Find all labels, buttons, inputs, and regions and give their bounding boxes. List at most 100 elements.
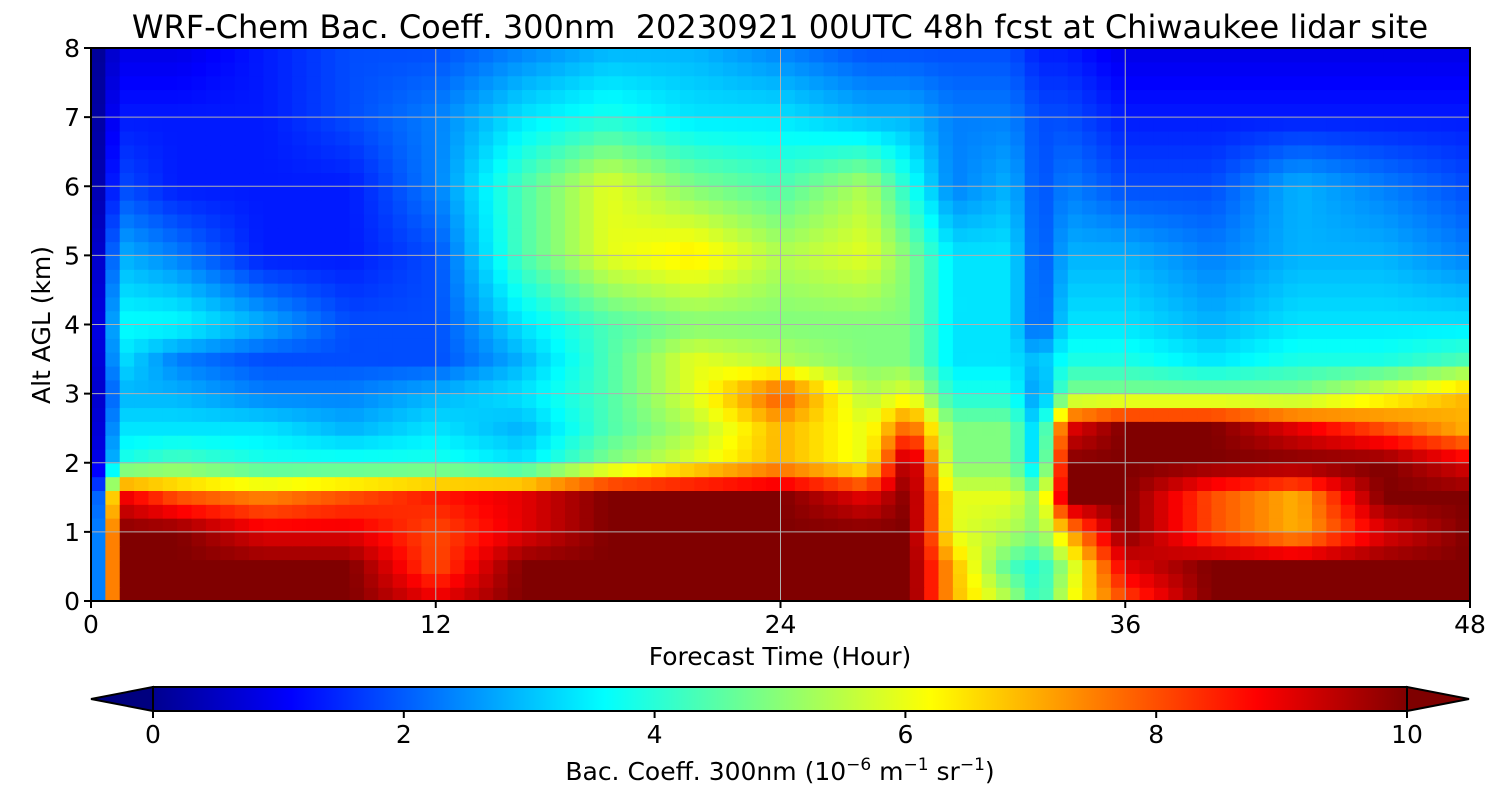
heatmap-cell bbox=[292, 504, 308, 519]
heatmap-cell bbox=[205, 158, 221, 174]
heatmap-cell bbox=[1067, 255, 1083, 270]
heatmap-cell bbox=[1096, 573, 1112, 588]
heatmap-cell bbox=[679, 462, 695, 478]
heatmap-cell bbox=[363, 407, 379, 422]
heatmap-cell bbox=[952, 269, 968, 284]
heatmap-cell bbox=[1455, 103, 1471, 118]
heatmap-cell bbox=[91, 518, 106, 533]
heatmap-cell bbox=[292, 338, 308, 353]
heatmap-cell bbox=[780, 255, 796, 270]
heatmap-cell bbox=[1340, 338, 1356, 353]
heatmap-cell bbox=[1139, 462, 1155, 478]
heatmap-cell bbox=[565, 407, 580, 422]
heatmap-cell bbox=[464, 310, 480, 326]
heatmap-cell bbox=[263, 296, 279, 312]
heatmap-cell bbox=[881, 89, 897, 104]
heatmap-cell bbox=[737, 75, 753, 91]
heatmap-cell bbox=[866, 310, 882, 326]
heatmap-cell bbox=[392, 518, 408, 533]
heatmap-cell bbox=[651, 255, 667, 270]
colorbar-tick-label: 2 bbox=[396, 720, 412, 749]
heatmap-cell bbox=[1240, 518, 1256, 533]
heatmap-cell bbox=[823, 213, 839, 229]
heatmap-cell bbox=[177, 227, 193, 243]
heatmap-cell bbox=[1254, 379, 1270, 395]
heatmap-cell bbox=[852, 379, 868, 395]
heatmap-cell bbox=[1455, 545, 1471, 561]
heatmap-cell bbox=[450, 531, 466, 547]
heatmap-cell bbox=[392, 365, 408, 381]
heatmap-cell bbox=[1441, 518, 1457, 533]
heatmap-cell bbox=[723, 48, 738, 63]
heatmap-cell bbox=[938, 89, 954, 104]
heatmap-cell bbox=[1110, 48, 1126, 63]
heatmap-cell bbox=[852, 48, 868, 63]
heatmap-cell bbox=[651, 587, 667, 602]
heatmap-cell bbox=[1211, 89, 1227, 104]
heatmap-cell bbox=[335, 89, 351, 104]
heatmap-cell bbox=[1024, 573, 1040, 588]
heatmap-cell bbox=[1024, 490, 1040, 505]
heatmap-cell bbox=[665, 504, 681, 519]
heatmap-cell bbox=[1297, 573, 1313, 588]
heatmap-cell bbox=[622, 227, 638, 243]
heatmap-cell bbox=[895, 48, 911, 63]
heatmap-cell bbox=[205, 283, 221, 298]
heatmap-cell bbox=[809, 504, 825, 519]
heatmap-cell bbox=[665, 407, 681, 422]
heatmap-cell bbox=[335, 518, 351, 533]
heatmap-cell bbox=[909, 448, 925, 464]
heatmap-cell bbox=[1225, 296, 1241, 312]
heatmap-cell bbox=[421, 310, 437, 326]
heatmap-cell bbox=[162, 435, 178, 450]
heatmap-cell bbox=[493, 186, 509, 201]
heatmap-cell bbox=[1168, 117, 1184, 132]
heatmap-cell bbox=[981, 186, 997, 201]
heatmap-cell bbox=[378, 559, 394, 574]
heatmap-cell bbox=[1297, 462, 1313, 478]
heatmap-cell bbox=[349, 89, 365, 104]
heatmap-cell bbox=[1254, 476, 1270, 491]
heatmap-cell bbox=[335, 407, 351, 422]
heatmap-cell bbox=[1340, 117, 1356, 132]
heatmap-cell bbox=[1153, 213, 1169, 229]
heatmap-cell bbox=[995, 352, 1011, 367]
heatmap-cell bbox=[134, 324, 150, 339]
heatmap-cell bbox=[909, 117, 925, 132]
heatmap-cell bbox=[1096, 144, 1112, 160]
heatmap-cell bbox=[1412, 200, 1428, 215]
heatmap-cell bbox=[119, 75, 135, 91]
heatmap-cell bbox=[1211, 255, 1227, 270]
heatmap-cell bbox=[981, 435, 997, 450]
heatmap-cell bbox=[1412, 186, 1428, 201]
heatmap-cell bbox=[1383, 448, 1399, 464]
heatmap-cell bbox=[1426, 559, 1442, 574]
heatmap-cell bbox=[91, 61, 106, 77]
heatmap-cell bbox=[177, 421, 193, 436]
heatmap-cell bbox=[636, 158, 652, 174]
heatmap-cell bbox=[493, 130, 509, 146]
heatmap-cell bbox=[967, 227, 983, 243]
heatmap-cell bbox=[866, 283, 882, 298]
heatmap-cell bbox=[421, 379, 437, 395]
heatmap-cell bbox=[205, 448, 221, 464]
heatmap-cell bbox=[1240, 587, 1256, 602]
heatmap-cell bbox=[220, 338, 236, 353]
heatmap-cell bbox=[134, 476, 150, 491]
heatmap-cell bbox=[464, 255, 480, 270]
heatmap-cell bbox=[565, 130, 580, 146]
heatmap-cell bbox=[450, 518, 466, 533]
heatmap-cell bbox=[1311, 241, 1327, 256]
heatmap-cell bbox=[694, 379, 710, 395]
heatmap-cell bbox=[1096, 365, 1112, 381]
heatmap-cell bbox=[823, 407, 839, 422]
heatmap-cell bbox=[881, 144, 897, 160]
heatmap-cell bbox=[751, 365, 767, 381]
heatmap-cell bbox=[407, 462, 422, 478]
heatmap-cell bbox=[780, 213, 796, 229]
heatmap-cell bbox=[91, 559, 106, 574]
heatmap-cell bbox=[952, 518, 968, 533]
heatmap-cell bbox=[234, 324, 250, 339]
heatmap-cell bbox=[1254, 421, 1270, 436]
heatmap-cell bbox=[1240, 352, 1256, 367]
